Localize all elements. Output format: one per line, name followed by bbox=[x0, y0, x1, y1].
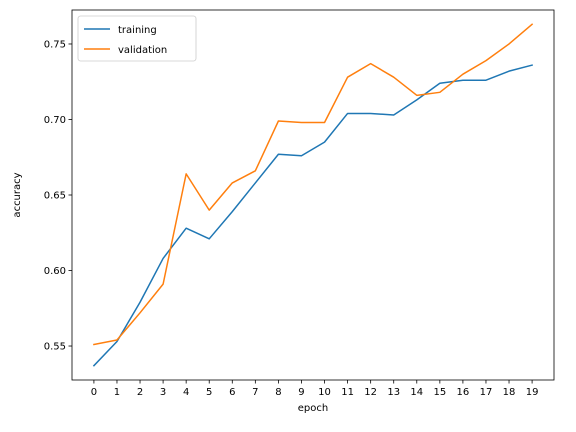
x-tick-label: 8 bbox=[275, 387, 281, 398]
y-tick-label: 0.75 bbox=[44, 39, 66, 50]
x-tick-label: 7 bbox=[252, 387, 258, 398]
x-tick-label: 0 bbox=[91, 387, 97, 398]
y-tick-label: 0.65 bbox=[44, 191, 66, 202]
x-tick-label: 1 bbox=[114, 387, 120, 398]
y-axis-label: accuracy bbox=[12, 172, 23, 217]
x-tick-label: 3 bbox=[160, 387, 166, 398]
x-tick-label: 15 bbox=[433, 387, 446, 398]
x-tick-label: 12 bbox=[364, 387, 377, 398]
x-tick-label: 16 bbox=[457, 387, 470, 398]
y-tick-label: 0.70 bbox=[44, 115, 66, 126]
x-tick-label: 10 bbox=[318, 387, 331, 398]
series-line-training bbox=[92, 64, 534, 367]
x-tick-label: 19 bbox=[526, 387, 539, 398]
x-tick-label: 14 bbox=[410, 387, 423, 398]
legend: training validation bbox=[77, 15, 197, 62]
x-tick-label: 18 bbox=[503, 387, 516, 398]
x-tick-label: 6 bbox=[229, 387, 235, 398]
plot-frame bbox=[71, 9, 555, 381]
y-tick-label: 0.60 bbox=[44, 266, 66, 277]
x-tick-label: 2 bbox=[137, 387, 143, 398]
series-lines bbox=[92, 23, 534, 367]
x-tick-label: 4 bbox=[183, 387, 189, 398]
x-tick-label: 5 bbox=[206, 387, 212, 398]
x-axis: 0 1 2 3 4 5 6 7 8 9 10 11 12 13 14 15 16 17 18 19 bbox=[91, 380, 539, 398]
x-axis-label: epoch bbox=[298, 403, 328, 414]
legend-label-training: training bbox=[118, 25, 157, 36]
y-tick-label: 0.55 bbox=[44, 342, 66, 353]
x-tick-label: 11 bbox=[341, 387, 354, 398]
x-tick-label: 13 bbox=[387, 387, 400, 398]
series-line-validation bbox=[93, 23, 534, 346]
x-tick-label: 17 bbox=[480, 387, 493, 398]
legend-label-validation: validation bbox=[118, 45, 167, 56]
x-tick-label: 9 bbox=[298, 387, 304, 398]
y-axis: 0.55 0.60 0.65 0.70 0.75 bbox=[44, 39, 72, 353]
